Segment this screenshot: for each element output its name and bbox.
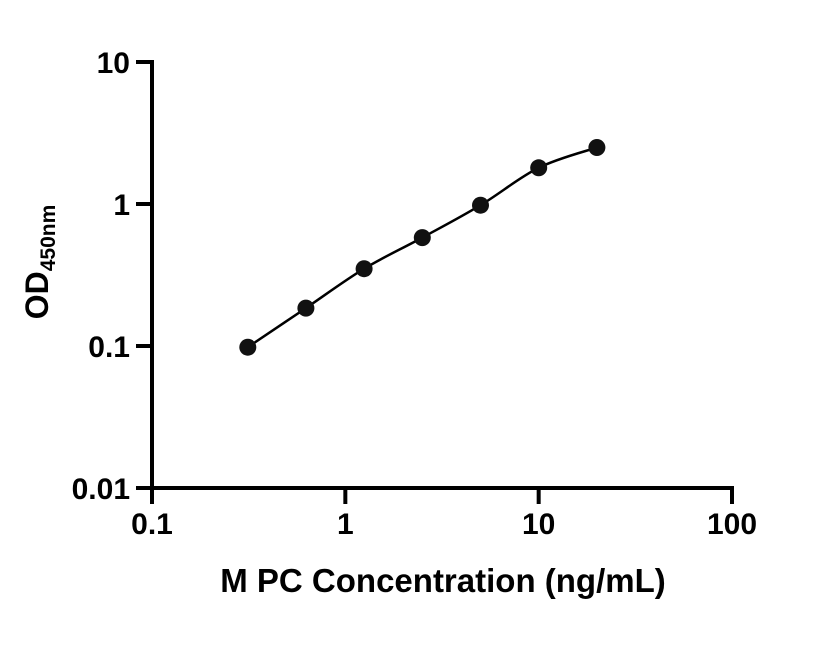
x-axis-title: M PC Concentration (ng/mL) [220,562,665,599]
plot-layer [239,139,606,356]
data-point [239,338,257,356]
data-point [297,299,315,317]
data-point [472,196,489,214]
y-tick-label: 1 [113,189,130,222]
data-point [355,260,373,278]
curve-line [247,146,598,349]
y-axis-title: OD450nm [19,205,60,320]
y-tick-label: 0.01 [72,473,130,506]
data-point [413,229,431,247]
x-tick-label: 0.1 [131,508,173,541]
y-axis-title-main: OD [19,271,55,319]
data-point [588,139,606,156]
x-tick-label: 10 [522,508,555,541]
y-tick-label: 0.1 [88,331,130,364]
x-tick-label: 100 [707,508,757,541]
data-point [530,159,548,177]
y-tick-label: 10 [97,47,130,80]
x-tick-label: 1 [337,508,354,541]
labels-layer: M PC Concentration (ng/mL) OD450nm [19,205,666,599]
y-axis-title-subscript: 450nm [37,205,60,272]
